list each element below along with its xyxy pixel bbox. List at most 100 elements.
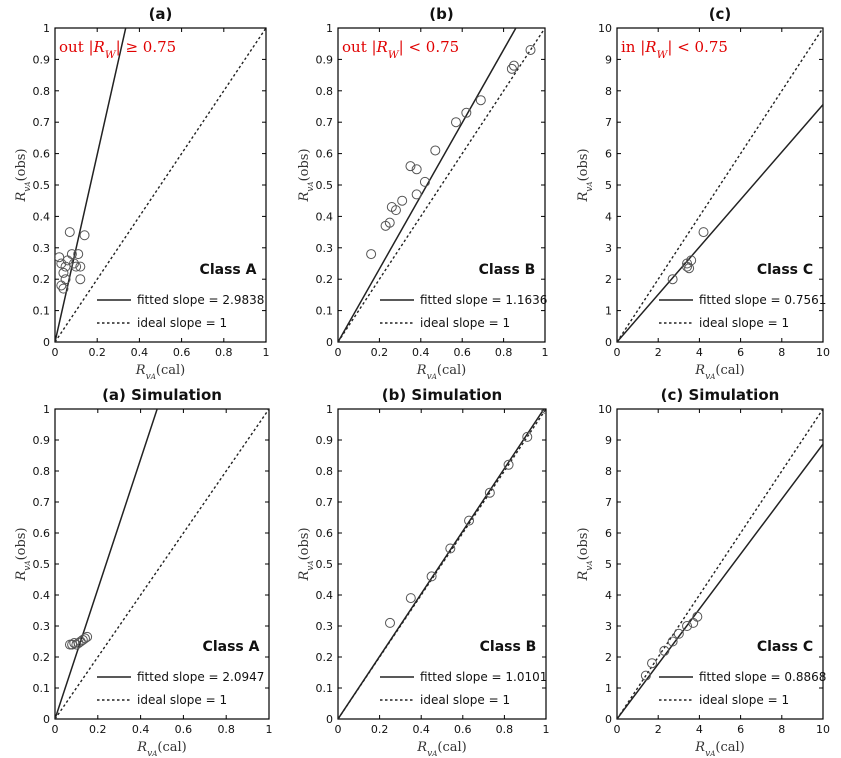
x-tick-label: 0.4 bbox=[412, 346, 430, 359]
data-point bbox=[384, 217, 395, 228]
y-tick-label: 4 bbox=[605, 210, 612, 223]
x-tick-label: 0.2 bbox=[88, 346, 106, 359]
x-tick-label: 8 bbox=[778, 346, 785, 359]
chart-title: (b) Simulation bbox=[382, 386, 502, 404]
data-point bbox=[60, 261, 71, 272]
data-point bbox=[67, 639, 78, 650]
data-point bbox=[405, 593, 416, 604]
chart-title: (c) bbox=[709, 5, 732, 23]
data-point bbox=[56, 280, 67, 291]
x-axis-label: RvA​(cal) bbox=[416, 363, 466, 382]
y-tick-label: 0.2 bbox=[33, 273, 51, 286]
chart-panel-6: (c) Simulation 0 2 4 6 8 10 0 1 2 3 4 5 6 7 8 9 10 RvA​(ca… bbox=[576, 386, 830, 758]
data-point bbox=[522, 431, 533, 442]
y-tick-label: 0.7 bbox=[316, 116, 334, 129]
legend-ideal-label: ideal slope = 1 bbox=[137, 316, 227, 330]
y-tick-label: 1 bbox=[43, 22, 50, 35]
y-tick-label: 0.9 bbox=[316, 53, 334, 66]
y-tick-label: 0.6 bbox=[33, 148, 51, 161]
y-axis-label: RvA​(obs) bbox=[576, 148, 595, 202]
data-point bbox=[419, 176, 430, 187]
legend-ideal-label: ideal slope = 1 bbox=[699, 316, 789, 330]
y-tick-label: 0.9 bbox=[33, 53, 51, 66]
x-axis-label: RvA​(cal) bbox=[135, 363, 185, 382]
y-tick-label: 0.8 bbox=[33, 465, 51, 478]
line-layer bbox=[617, 28, 823, 342]
x-tick-label: 2 bbox=[655, 723, 662, 736]
data-point bbox=[464, 515, 475, 526]
y-tick-label: 0.1 bbox=[33, 682, 51, 695]
data-point bbox=[682, 621, 693, 631]
y-tick-label: 10 bbox=[598, 403, 612, 416]
line-layer bbox=[617, 409, 823, 719]
data-point bbox=[68, 258, 79, 269]
y-tick-label: 0.6 bbox=[33, 527, 51, 540]
y-tick-label: 9 bbox=[605, 434, 612, 447]
fitted-slope-line bbox=[617, 443, 823, 719]
y-tick-label: 10 bbox=[598, 22, 612, 35]
fitted-slope-line bbox=[55, 409, 158, 719]
data-point bbox=[385, 617, 395, 628]
y-tick-label: 8 bbox=[605, 85, 612, 98]
y-tick-label: 3 bbox=[605, 242, 612, 255]
legend-ideal-label: ideal slope = 1 bbox=[420, 693, 510, 707]
x-tick-label: 6 bbox=[737, 723, 744, 736]
y-tick-label: 3 bbox=[605, 620, 612, 633]
class-label: Class B bbox=[479, 262, 536, 278]
data-point bbox=[58, 283, 69, 294]
class-label: Class C bbox=[757, 262, 813, 278]
y-tick-label: 0 bbox=[43, 713, 50, 726]
data-point bbox=[698, 227, 709, 238]
class-label: Class A bbox=[203, 639, 260, 655]
chart-panel-4: (a) Simulation 0 0.2 0.4 0.6 0.8 1 0 0.1 0.2 0.3 0.… bbox=[14, 386, 273, 758]
x-tick-label: 0.6 bbox=[175, 723, 193, 736]
y-tick-label: 1 bbox=[605, 305, 612, 318]
x-tick-label: 0.6 bbox=[453, 346, 471, 359]
x-tick-label: 0.2 bbox=[371, 723, 389, 736]
data-point bbox=[525, 44, 536, 55]
x-tick-label: 10 bbox=[816, 346, 830, 359]
y-tick-label: 0.7 bbox=[33, 116, 51, 129]
y-axis-label: RvA​(obs) bbox=[297, 527, 316, 581]
chart-title: (b) bbox=[429, 5, 453, 23]
y-tick-label: 9 bbox=[605, 53, 612, 66]
x-tick-label: 0 bbox=[52, 346, 59, 359]
x-tick-label: 0 bbox=[614, 346, 621, 359]
x-tick-label: 4 bbox=[696, 346, 703, 359]
y-tick-label: 0.3 bbox=[316, 620, 334, 633]
class-label: Class A bbox=[200, 262, 257, 278]
x-tick-label: 0 bbox=[335, 346, 342, 359]
chart-panel-3: (c) 0 2 4 6 8 10 0 1 2 3 4 5 6 7 8 9 10 RvA​(cal) RvA​(obs)… bbox=[576, 5, 830, 382]
data-point bbox=[426, 571, 437, 582]
y-tick-label: 8 bbox=[605, 465, 612, 478]
fitted-slope-line bbox=[55, 28, 127, 342]
y-tick-label: 0 bbox=[326, 713, 333, 726]
y-tick-label: 6 bbox=[605, 527, 612, 540]
data-point bbox=[684, 263, 695, 274]
chart-panel-5: (b) Simulation 0 0.2 0.4 0.6 0.8 1 0 0.1 0.2 0.3 0.… bbox=[297, 386, 550, 758]
data-point bbox=[82, 631, 93, 642]
y-axis-label: RvA​(obs) bbox=[576, 527, 595, 581]
legend-fitted-label: fitted slope = 0.7561 bbox=[699, 293, 826, 307]
data-point bbox=[506, 63, 517, 74]
y-tick-label: 0 bbox=[326, 336, 333, 349]
ideal-slope-line bbox=[55, 28, 266, 342]
data-point bbox=[503, 459, 514, 470]
data-point bbox=[450, 117, 461, 128]
y-tick-label: 0.4 bbox=[316, 210, 334, 223]
class-label: Class B bbox=[480, 639, 537, 655]
condition-annotation: out |RW| < 0.75 bbox=[342, 38, 459, 61]
y-tick-label: 0.5 bbox=[316, 558, 334, 571]
data-point bbox=[75, 261, 86, 272]
x-tick-label: 8 bbox=[778, 723, 785, 736]
x-axis-label: RvA​(cal) bbox=[694, 363, 744, 382]
data-point bbox=[475, 95, 486, 106]
y-tick-label: 7 bbox=[605, 496, 612, 509]
x-tick-label: 2 bbox=[655, 346, 662, 359]
data-point bbox=[667, 274, 678, 285]
x-tick-label: 10 bbox=[816, 723, 830, 736]
data-point bbox=[445, 543, 456, 554]
y-tick-label: 5 bbox=[605, 558, 612, 571]
y-tick-label: 7 bbox=[605, 116, 612, 129]
data-point bbox=[397, 195, 408, 206]
